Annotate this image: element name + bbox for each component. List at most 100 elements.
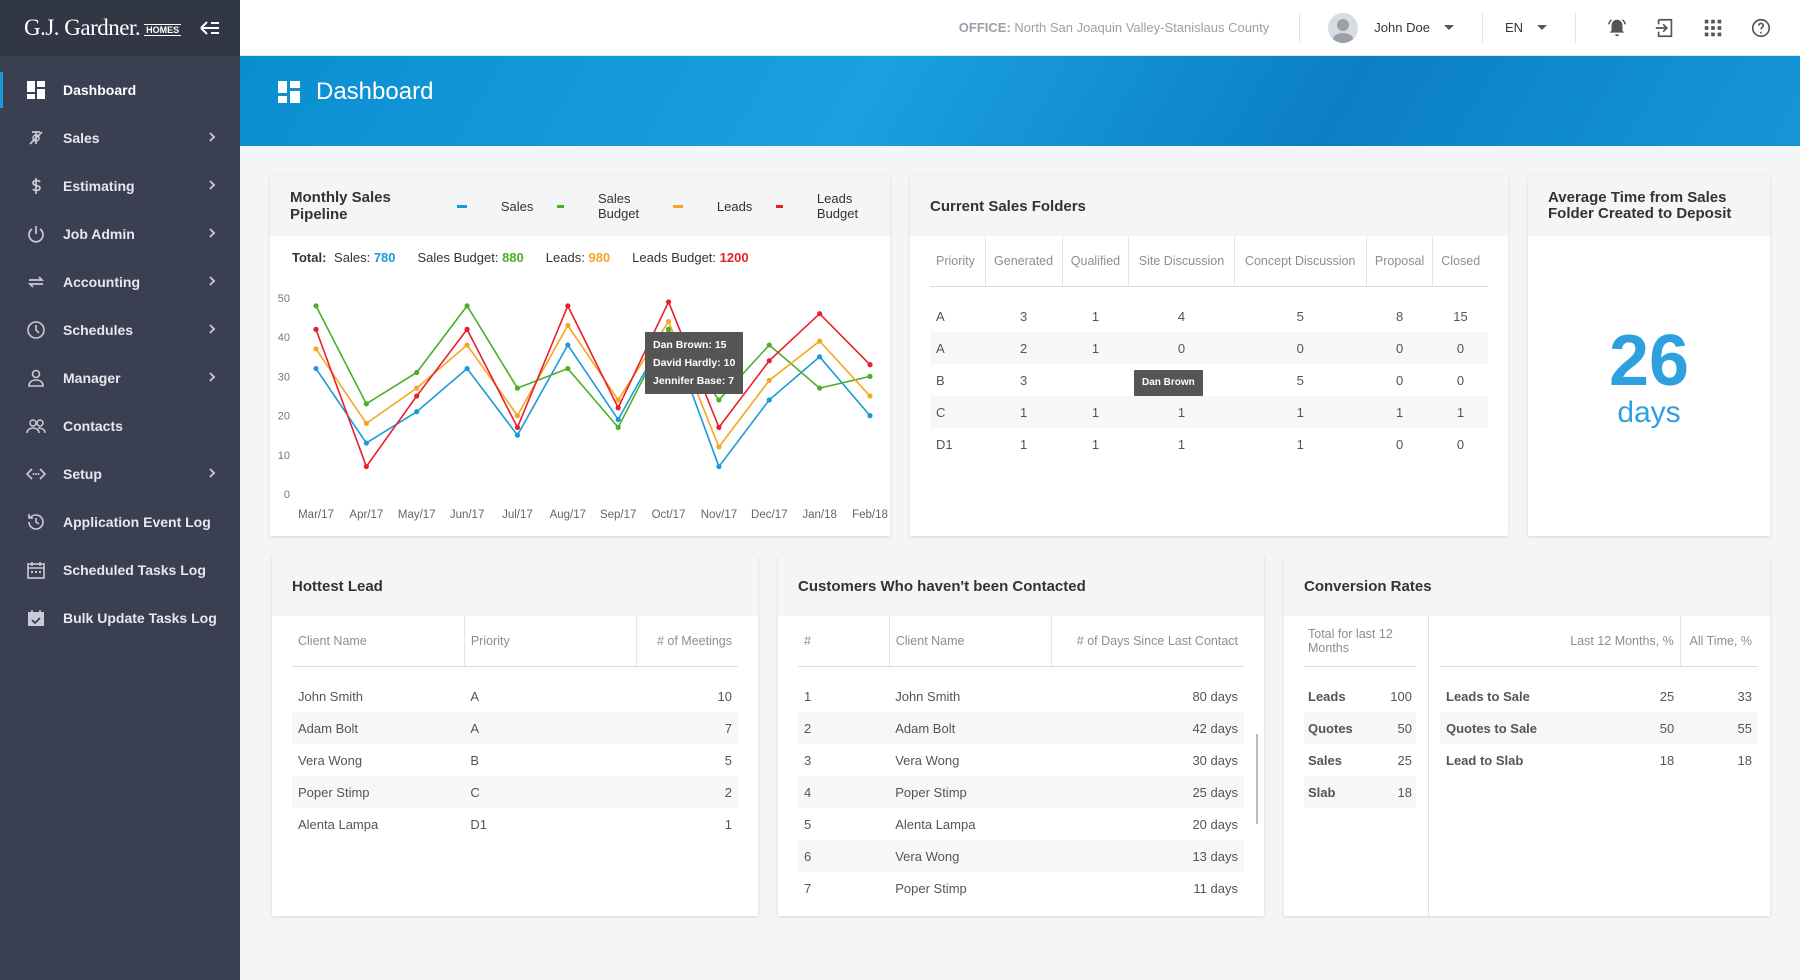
data-point[interactable] [867, 393, 873, 399]
data-point[interactable] [363, 440, 369, 446]
column-header[interactable]: Client Name [888, 616, 1052, 667]
column-header[interactable]: # [798, 616, 890, 667]
data-point[interactable] [565, 322, 571, 329]
legend-item[interactable]: Leads [672, 191, 752, 221]
data-point[interactable] [766, 358, 772, 364]
sidebar-item-bulk-update-tasks-log[interactable]: Bulk Update Tasks Log [0, 594, 240, 642]
sidebar-item-accounting[interactable]: Accounting [0, 258, 240, 306]
data-point[interactable] [867, 373, 873, 379]
data-point[interactable] [464, 326, 470, 332]
data-point[interactable] [867, 362, 873, 368]
data-point[interactable] [716, 444, 722, 450]
table-row[interactable]: A 3 1 4 5 8 15 [930, 300, 1488, 332]
scrollbar[interactable] [1256, 734, 1258, 824]
data-point[interactable] [615, 405, 621, 411]
data-point[interactable] [514, 432, 521, 438]
data-point[interactable] [867, 413, 873, 419]
column-header[interactable]: Proposal [1365, 236, 1433, 287]
legend-item[interactable]: Leads Budget [776, 191, 870, 221]
table-row[interactable]: John Smith A 10 [292, 680, 738, 712]
legend-item[interactable]: Sales [456, 191, 533, 221]
collapse-menu-icon[interactable] [198, 16, 222, 40]
table-row[interactable]: Quotes to Sale 50 55 [1440, 712, 1758, 744]
data-point[interactable] [514, 385, 521, 391]
data-point[interactable] [716, 424, 722, 430]
column-header[interactable]: Priority [930, 236, 985, 287]
table-row[interactable]: 7 Poper Stimp 11 days [798, 872, 1244, 904]
sidebar-item-sales[interactable]: Sales [0, 114, 240, 162]
sidebar-item-estimating[interactable]: Estimating [0, 162, 240, 210]
data-point[interactable] [766, 377, 772, 383]
data-point[interactable] [716, 463, 722, 470]
column-header[interactable]: Last 12 Months, % [1560, 616, 1681, 667]
data-point[interactable] [363, 420, 369, 427]
column-header[interactable]: Client Name [292, 616, 465, 667]
column-header[interactable]: # of Meetings [636, 616, 738, 667]
data-point[interactable] [817, 338, 823, 344]
table-row[interactable]: Quotes 50 [1304, 712, 1416, 744]
data-point[interactable] [313, 365, 319, 372]
sidebar-item-dashboard[interactable]: Dashboard [0, 66, 240, 114]
data-point[interactable] [414, 369, 420, 376]
sidebar-item-schedules[interactable]: Schedules [0, 306, 240, 354]
column-header[interactable]: # of Days Since Last Contact [1050, 616, 1244, 667]
table-row[interactable]: Sales 25 [1304, 744, 1416, 776]
table-row[interactable]: D1 1 1 1 1 0 0 [930, 428, 1488, 460]
sidebar-item-setup[interactable]: Setup [0, 450, 240, 498]
user-menu[interactable]: John Doe [1300, 12, 1482, 43]
data-point[interactable] [313, 346, 319, 352]
sidebar-item-application-event-log[interactable]: Application Event Log [0, 498, 240, 546]
bell-icon[interactable] [1606, 17, 1628, 39]
data-point[interactable] [817, 311, 823, 317]
legend-item[interactable]: Sales Budget [557, 191, 649, 221]
data-point[interactable] [817, 354, 823, 360]
table-row[interactable]: Adam Bolt A 7 [292, 712, 738, 744]
table-row[interactable]: 1 John Smith 80 days [798, 680, 1244, 712]
table-row[interactable]: Poper Stimp C 2 [292, 776, 738, 808]
data-point[interactable] [565, 365, 571, 372]
table-row[interactable]: 6 Vera Wong 13 days [798, 840, 1244, 872]
data-point[interactable] [363, 463, 369, 470]
data-point[interactable] [414, 409, 420, 415]
sidebar-item-scheduled-tasks-log[interactable]: Scheduled Tasks Log [0, 546, 240, 594]
table-row[interactable]: Slab 18 [1304, 776, 1416, 808]
data-point[interactable] [464, 365, 470, 372]
data-point[interactable] [766, 342, 772, 348]
table-row[interactable]: 3 Vera Wong 30 days [798, 744, 1244, 776]
apps-grid-icon[interactable] [1702, 17, 1724, 39]
data-point[interactable] [464, 303, 470, 309]
data-point[interactable] [363, 401, 369, 407]
table-row[interactable]: 4 Poper Stimp 25 days [798, 776, 1244, 808]
data-point[interactable] [313, 326, 319, 332]
table-row[interactable]: 2 Adam Bolt 42 days [798, 712, 1244, 744]
column-header[interactable]: Priority [463, 616, 637, 667]
data-point[interactable] [414, 393, 420, 399]
language-select[interactable]: EN [1483, 20, 1575, 35]
data-point[interactable] [514, 424, 521, 430]
logout-icon[interactable] [1654, 17, 1676, 39]
column-header[interactable]: Concept Discussion [1233, 236, 1367, 287]
help-icon[interactable] [1750, 17, 1772, 39]
column-header[interactable]: Closed [1432, 236, 1488, 287]
data-point[interactable] [665, 326, 672, 332]
data-point[interactable] [817, 385, 823, 391]
data-point[interactable] [665, 318, 672, 325]
data-point[interactable] [565, 303, 571, 309]
data-point[interactable] [615, 424, 621, 430]
sidebar-item-job-admin[interactable]: Job Admin [0, 210, 240, 258]
table-row[interactable]: Leads to Sale 25 33 [1440, 680, 1758, 712]
table-row[interactable]: Alenta Lampa D1 1 [292, 808, 738, 840]
table-row[interactable]: 5 Alenta Lampa 20 days [798, 808, 1244, 840]
data-point[interactable] [313, 303, 319, 309]
data-point[interactable] [716, 397, 722, 403]
data-point[interactable] [766, 397, 772, 403]
data-point[interactable] [615, 416, 621, 423]
sidebar-item-manager[interactable]: Manager [0, 354, 240, 402]
table-row[interactable]: Leads 100 [1304, 680, 1416, 712]
column-header[interactable]: Total for last 12 Months [1304, 616, 1416, 667]
sidebar-item-contacts[interactable]: Contacts [0, 402, 240, 450]
column-header[interactable]: Generated [984, 236, 1063, 287]
column-header[interactable]: All Time, % [1679, 616, 1758, 667]
data-point[interactable] [665, 299, 672, 305]
